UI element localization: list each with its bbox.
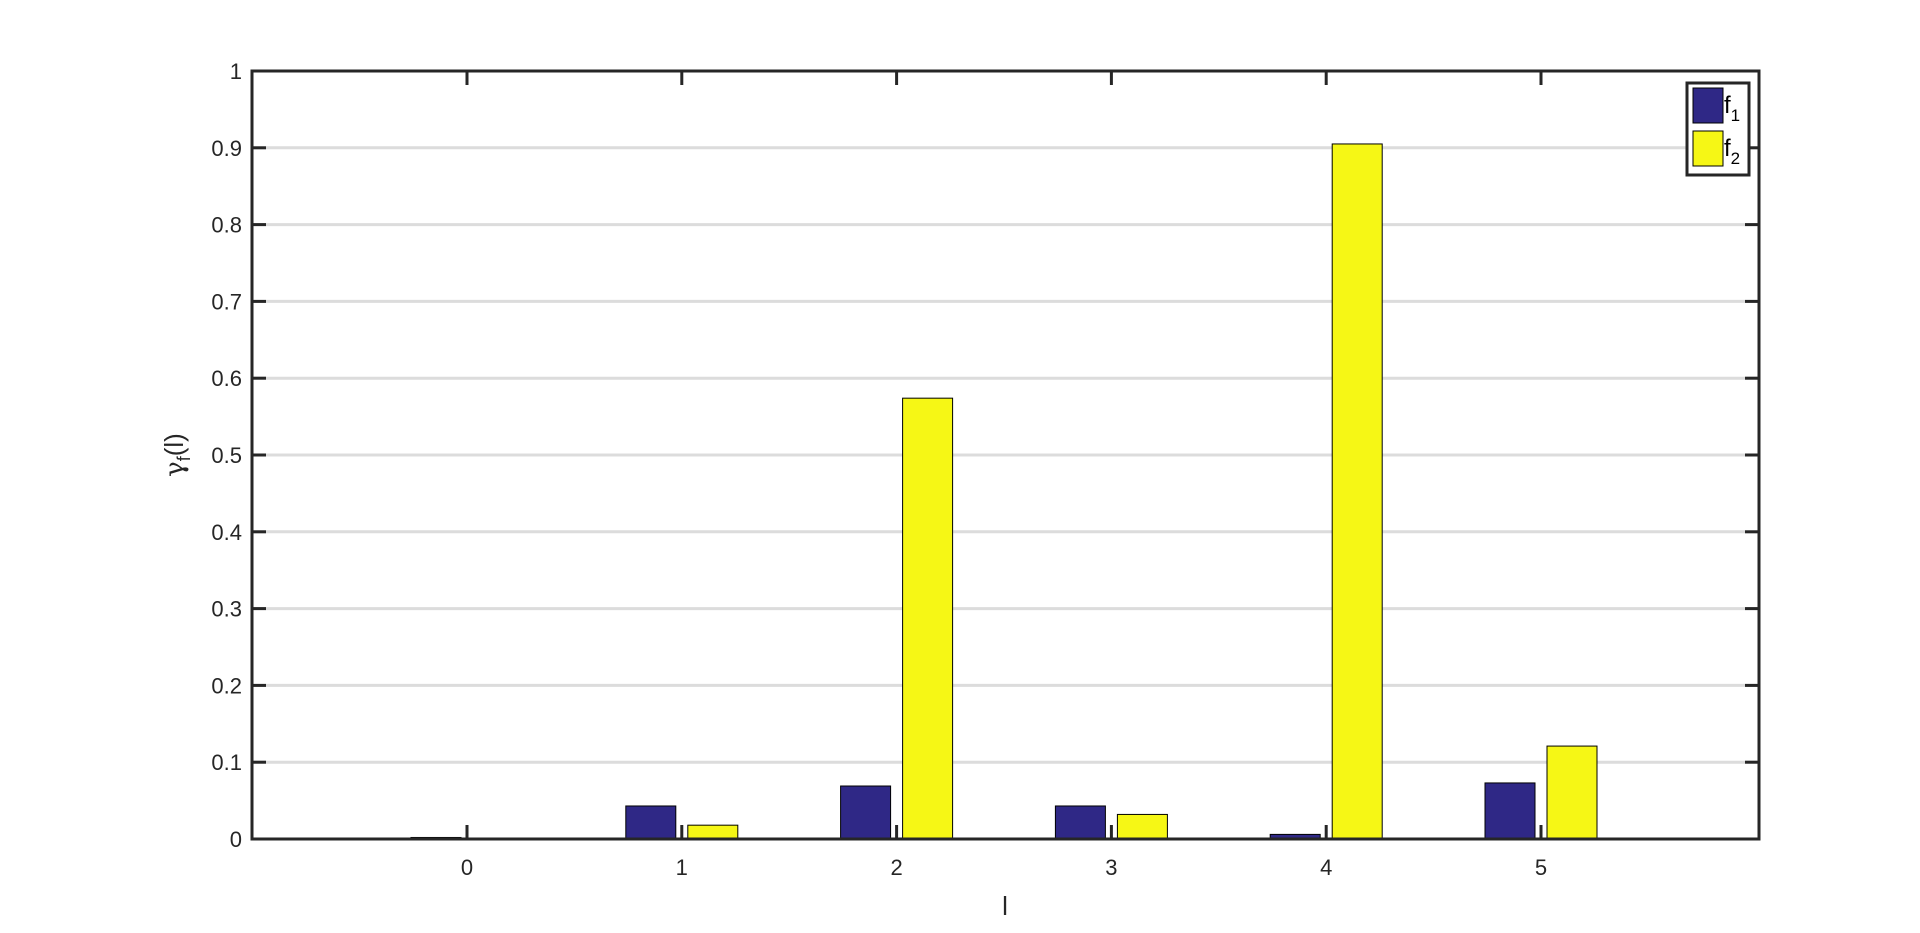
legend-swatch-f2 [1692,130,1724,167]
bar-f2-3 [1116,813,1168,840]
x-tick-label: 3 [1105,855,1117,880]
y-tick-label: 0.2 [211,673,242,698]
y-tick-label: 0.1 [211,750,242,775]
axes-frame [250,69,1761,841]
bar-f1-2 [840,785,892,840]
y-axis-label-sub: f [174,455,194,461]
y-tick-label: 0.6 [211,366,242,391]
y-tick-label: 1 [230,59,242,84]
x-tick-label: 5 [1535,855,1547,880]
y-tick-label: 0.7 [211,289,242,314]
legend-label-f2-base: f [1724,135,1731,162]
svg-text:γf(l): γf(l) [159,433,194,477]
legend-swatch-f1 [1692,87,1724,124]
legend[interactable]: f1 f2 [1685,81,1751,177]
y-tick-label: 0.5 [211,443,242,468]
legend-label-f2-sub: 2 [1731,149,1740,168]
x-axis-label: l [1002,891,1008,921]
bar-f1-3 [1054,805,1106,840]
legend-label-f2: f2 [1724,135,1740,168]
bars [410,143,1598,840]
bar-f2-2 [902,397,954,840]
x-tick-label: 1 [676,855,688,880]
legend-label-f1-base: f [1724,92,1731,119]
bar-f1-1 [625,805,677,840]
y-tick-label: 0.4 [211,520,242,545]
y-tick-label: 0.8 [211,213,242,238]
legend-label-f1-sub: 1 [1731,106,1740,125]
x-tick-label: 2 [890,855,902,880]
bar-f2-1 [687,824,739,840]
y-tick-label: 0 [230,827,242,852]
bar-f1-5 [1484,782,1536,840]
bar-f2-5 [1546,745,1598,840]
legend-label-f1: f1 [1724,92,1740,125]
x-tick-label: 4 [1320,855,1332,880]
y-axis-label-base: γ [160,461,190,477]
y-axis-label: γf(l) [159,433,194,477]
bar-f2-4 [1331,143,1383,840]
gridlines [252,146,1759,764]
y-tick-label: 0.3 [211,597,242,622]
axes [250,69,1761,841]
y-axis-label-suffix: (l) [159,433,189,456]
tick-labels: 0 0.1 0.2 0.3 0.4 0.5 0.6 0.7 0.8 0.9 1 0 1 2 3 4 5 [211,59,1547,880]
y-tick-label: 0.9 [211,136,242,161]
x-tick-label: 0 [461,855,473,880]
